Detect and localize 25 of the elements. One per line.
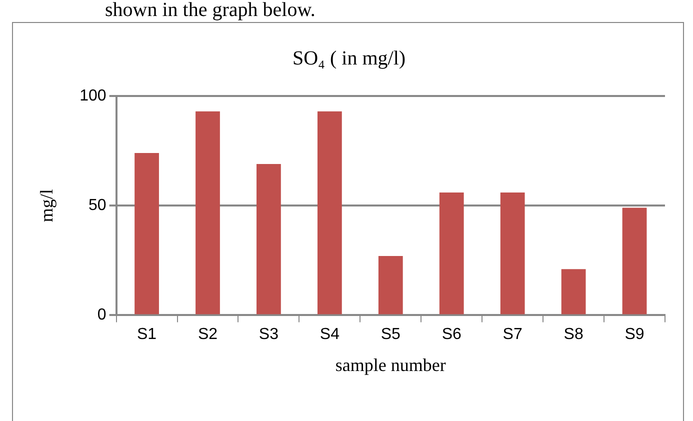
bar bbox=[378, 256, 403, 314]
y-axis-title: mg/l bbox=[36, 189, 57, 222]
x-axis-title: sample number bbox=[335, 354, 446, 375]
x-tick-label: S4 bbox=[320, 326, 340, 344]
x-tick-label: S5 bbox=[380, 326, 401, 344]
x-tick-label: S9 bbox=[624, 326, 644, 344]
x-tick-label: S2 bbox=[198, 326, 218, 344]
text: shown in the graph below. bbox=[105, 0, 316, 21]
y-tick-label: 100 bbox=[80, 87, 106, 104]
bar bbox=[622, 208, 647, 314]
bar bbox=[317, 111, 342, 314]
bar bbox=[561, 269, 586, 314]
chart-title: SO₄ ( in mg/l) bbox=[292, 47, 406, 70]
bar bbox=[256, 164, 281, 314]
bar bbox=[500, 192, 525, 314]
bar bbox=[196, 111, 220, 314]
x-tick-label: S8 bbox=[564, 326, 584, 344]
x-tick-label: S3 bbox=[258, 326, 279, 344]
y-tick-label: 0 bbox=[97, 306, 106, 324]
x-tick-label: S7 bbox=[502, 326, 522, 344]
y-tick-label: 50 bbox=[88, 197, 106, 214]
x-tick-label: S1 bbox=[136, 326, 157, 344]
bar bbox=[134, 152, 159, 314]
bar bbox=[439, 192, 464, 314]
x-tick-label: S6 bbox=[442, 326, 462, 344]
